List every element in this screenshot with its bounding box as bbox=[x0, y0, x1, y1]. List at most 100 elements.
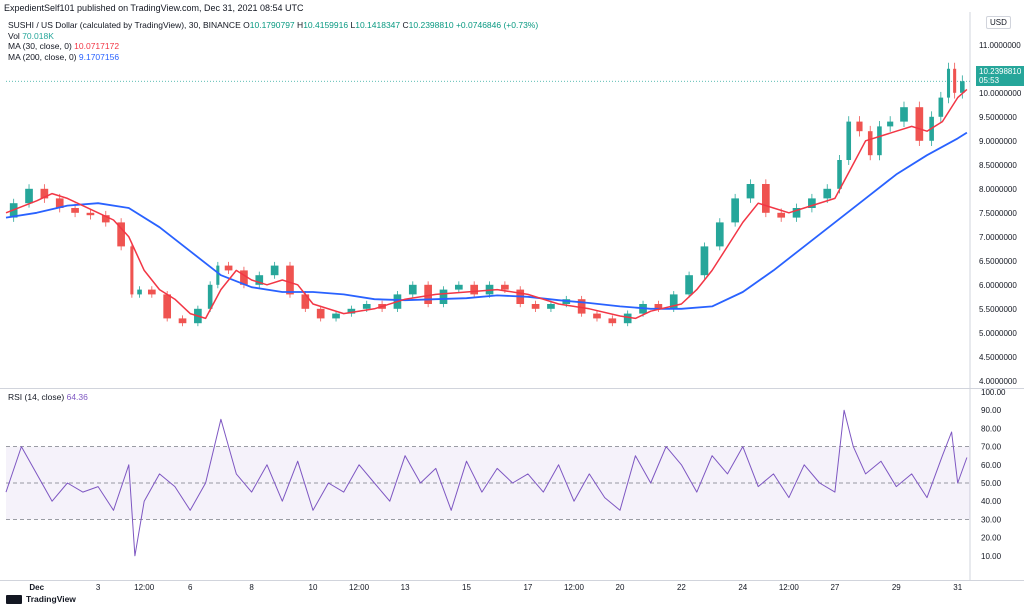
time-tick-label: 12:00 bbox=[134, 583, 155, 592]
time-tick-label: 13 bbox=[401, 583, 410, 592]
ma200-label: MA (200, close, 0) bbox=[8, 51, 77, 62]
candle-body bbox=[130, 246, 134, 295]
rsi-tick-label: 80.00 bbox=[981, 424, 1002, 433]
ma200-value: 9.1707156 bbox=[78, 51, 120, 62]
time-tick-label: 24 bbox=[738, 583, 747, 592]
rsi-tick-label: 10.00 bbox=[981, 552, 1002, 561]
candle-body bbox=[86, 212, 95, 216]
candle-body bbox=[837, 160, 842, 189]
time-tick-label: 12:00 bbox=[779, 583, 800, 592]
candle-body bbox=[147, 289, 156, 295]
time-tick-label: 12:00 bbox=[564, 583, 585, 592]
candle-body bbox=[240, 270, 248, 285]
symbol-label[interactable]: SUSHI / US Dollar (calculated by Trading… bbox=[8, 20, 241, 30]
candle-body bbox=[163, 294, 172, 319]
candle-body bbox=[332, 313, 340, 319]
price-tick-label: 6.5000000 bbox=[979, 257, 1017, 266]
price-tick-label: 10.0000000 bbox=[979, 89, 1022, 98]
candle-body bbox=[101, 215, 110, 223]
price-tick-label: 4.0000000 bbox=[979, 377, 1017, 386]
price-tick-label: 5.5000000 bbox=[979, 305, 1017, 314]
footer-brand[interactable]: TradingView bbox=[6, 594, 76, 604]
candle-body bbox=[531, 304, 540, 309]
rsi-tick-label: 40.00 bbox=[981, 497, 1002, 506]
bar-countdown: 05:53 bbox=[979, 76, 1000, 85]
candle-body bbox=[362, 304, 371, 309]
candle-body bbox=[792, 208, 801, 218]
candle-body bbox=[746, 184, 755, 199]
close-label: C bbox=[402, 20, 409, 30]
high-label: H bbox=[297, 20, 304, 30]
candle-body bbox=[915, 107, 924, 141]
candle-body bbox=[301, 294, 310, 309]
candle-body bbox=[731, 198, 739, 223]
time-tick-label: 31 bbox=[953, 583, 962, 592]
low-value: 10.1418347 bbox=[355, 20, 401, 30]
ohlc-row: SUSHI / US Dollar (calculated by Trading… bbox=[8, 20, 538, 31]
candle-body bbox=[593, 313, 601, 319]
candle-body bbox=[178, 318, 187, 324]
candle-body bbox=[55, 198, 64, 208]
price-tick-label: 5.0000000 bbox=[979, 329, 1017, 338]
candle-body bbox=[887, 121, 894, 127]
candle-body bbox=[547, 304, 555, 309]
candle-body bbox=[270, 265, 279, 276]
time-tick-label: 15 bbox=[462, 583, 471, 592]
brand-name: TradingView bbox=[26, 594, 76, 604]
time-tick-label: 10 bbox=[309, 583, 318, 592]
ma30-label: MA (30, close, 0) bbox=[8, 41, 72, 51]
rsi-legend[interactable]: RSI (14, close) 64.36 bbox=[8, 392, 88, 402]
close-value: 10.2398810 bbox=[408, 20, 454, 30]
candle-body bbox=[216, 265, 220, 285]
candle-body bbox=[224, 265, 233, 271]
candle-body bbox=[877, 126, 882, 156]
candle-body bbox=[286, 265, 294, 295]
candle-body bbox=[685, 275, 693, 295]
currency-badge[interactable]: USD bbox=[986, 16, 1011, 29]
candle-body bbox=[71, 208, 79, 213]
price-tick-label: 11.0000000 bbox=[979, 41, 1021, 50]
candle-body bbox=[40, 188, 49, 199]
candle-body bbox=[577, 299, 586, 314]
candle-body bbox=[408, 284, 417, 295]
time-tick-label: 27 bbox=[830, 583, 839, 592]
candle-body bbox=[207, 284, 213, 309]
candle-body bbox=[255, 275, 264, 285]
rsi-tick-label: 20.00 bbox=[981, 534, 1002, 543]
candle-body bbox=[808, 198, 816, 208]
candle-body bbox=[856, 121, 863, 132]
candle-body bbox=[470, 284, 479, 295]
candle-body bbox=[900, 107, 908, 122]
candle-body bbox=[424, 284, 432, 304]
candle-body bbox=[823, 188, 832, 199]
ma30-row[interactable]: MA (30, close, 0) 10.0717172 bbox=[8, 41, 538, 52]
price-tick-label: 6.0000000 bbox=[979, 281, 1017, 290]
open-label: O bbox=[243, 20, 250, 30]
price-tick-label: 4.5000000 bbox=[979, 353, 1017, 362]
ma30-value: 10.0717172 bbox=[74, 41, 120, 51]
time-tick-label: 12:00 bbox=[349, 583, 370, 592]
time-tick-label: 6 bbox=[188, 583, 193, 592]
price-tick-label: 9.0000000 bbox=[979, 137, 1017, 146]
time-tick-label: 20 bbox=[616, 583, 625, 592]
candle-body bbox=[846, 121, 852, 160]
candle-body bbox=[946, 68, 951, 98]
ma200-line bbox=[5, 131, 968, 310]
rsi-tick-label: 50.00 bbox=[981, 479, 1002, 488]
candle-body bbox=[700, 246, 709, 276]
ma30-line bbox=[5, 88, 968, 320]
time-tick-label: 29 bbox=[892, 583, 901, 592]
candle-body bbox=[777, 212, 786, 218]
candle-body bbox=[608, 318, 617, 324]
last-price-value: 10.2398810 bbox=[979, 67, 1022, 76]
candle-body bbox=[762, 184, 770, 213]
price-tick-label: 9.5000000 bbox=[979, 113, 1017, 122]
rsi-tick-label: 60.00 bbox=[981, 461, 1002, 470]
candle-body bbox=[25, 188, 33, 204]
candle-body bbox=[938, 97, 944, 117]
candle-body bbox=[117, 222, 125, 247]
candle-body bbox=[953, 68, 957, 93]
vol-row[interactable]: Vol 70.018K bbox=[8, 31, 538, 42]
ma200-row[interactable]: MA (200, close, 0) 9.1707156 bbox=[8, 52, 538, 63]
